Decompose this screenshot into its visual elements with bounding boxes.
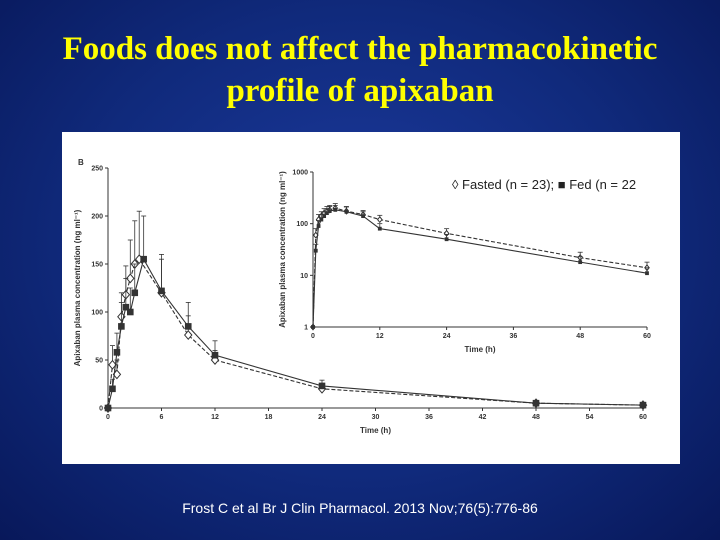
- main-y-tick-label: 250: [91, 166, 103, 173]
- main-series-0-line: [107, 258, 644, 409]
- main-fed-point: [140, 255, 147, 263]
- main-fed-point: [118, 323, 125, 330]
- main-fed-point: [122, 303, 130, 311]
- inset-fed-point: [444, 237, 449, 242]
- main-fed-point: [318, 382, 326, 390]
- main-fed-point: [184, 323, 192, 330]
- inset-y-tick-label: 10: [300, 273, 308, 280]
- main-fed-point: [532, 399, 540, 407]
- inset-x-tick-label: 36: [510, 333, 518, 340]
- inset-series-1-line: [312, 209, 648, 328]
- main-y-tick-label: 100: [91, 310, 103, 317]
- inset-fed-point: [313, 248, 318, 253]
- inset-fed-point: [311, 325, 315, 329]
- main-fasted-point: [210, 355, 220, 365]
- inset-y-tick-label: 1: [304, 325, 308, 332]
- main-x-tick-label: 18: [265, 414, 273, 421]
- title-line-1: Foods does not affect the pharmacokineti…: [62, 31, 658, 67]
- inset-series-0-line: [312, 207, 648, 328]
- title-line-2: profile of apixaban: [226, 73, 494, 109]
- main-x-tick-label: 30: [372, 414, 380, 421]
- main-fasted-point: [108, 359, 117, 370]
- inset-fed-point: [377, 226, 382, 231]
- main-fed-point: [639, 401, 647, 409]
- main-fed-point: [131, 289, 139, 297]
- main-y-tick-label: 50: [95, 358, 103, 365]
- inset-fed-point: [361, 214, 365, 219]
- slide-title: Foods does not affect the pharmacokineti…: [0, 28, 720, 112]
- inset-x-tick-label: 24: [443, 333, 451, 340]
- main-y-axis-label: Apixaban plasma concentration (ng ml⁻¹): [73, 209, 82, 366]
- main-x-tick-label: 24: [318, 414, 326, 421]
- main-series-1-line: [107, 257, 644, 409]
- main-x-tick-label: 6: [160, 414, 164, 421]
- main-x-tick-label: 42: [479, 414, 487, 421]
- inset-fed-point: [578, 260, 583, 265]
- inset-fed-point: [327, 209, 332, 214]
- main-x-tick-label: 54: [586, 414, 594, 421]
- inset-x-tick-label: 12: [376, 333, 384, 340]
- inset-fed-point: [316, 224, 321, 228]
- pk-figure-svg: 0 6 12 18 24 30 36 42 48 54 60050100150200250Time …: [73, 158, 651, 435]
- legend: ◊ Fasted (n = 23); ■ Fed (n = 22: [452, 177, 637, 192]
- inset-fed-point: [645, 271, 649, 276]
- main-fed-point: [113, 349, 121, 356]
- inset-y-tick-label: 100: [296, 221, 308, 228]
- main-x-tick-label: 0: [106, 414, 110, 421]
- citation: Frost C et al Br J Clin Pharmacol. 2013 …: [182, 500, 538, 516]
- main-fasted-point: [126, 273, 135, 284]
- main-x-tick-label: 12: [211, 414, 219, 421]
- inset-y-axis-label: Apixaban plasma concentration (ng ml⁻¹): [278, 171, 287, 328]
- inset-x-tick-label: 60: [643, 333, 651, 340]
- main-fed-point: [104, 404, 112, 412]
- main-panel-label: B: [78, 158, 84, 167]
- main-fed-point: [109, 385, 116, 393]
- inset-fed-point: [344, 209, 349, 214]
- main-x-tick-label: 48: [532, 414, 540, 421]
- main-y-tick-label: 0: [99, 406, 103, 413]
- main-y-tick-label: 150: [91, 262, 103, 269]
- main-x-tick-label: 60: [639, 414, 647, 421]
- inset-fed-point: [322, 214, 327, 219]
- inset-fed-point: [325, 211, 329, 216]
- inset-x-tick-label: 48: [576, 333, 584, 340]
- main-x-tick-label: 36: [425, 414, 433, 421]
- main-fed-point: [126, 308, 134, 316]
- inset-x-tick-label: 0: [311, 333, 315, 340]
- inset-fed-point: [333, 207, 338, 212]
- main-fed-point: [211, 351, 219, 359]
- main-x-axis-label: Time (h): [360, 426, 391, 435]
- main-y-tick-label: 200: [91, 214, 103, 221]
- main-fasted-point: [183, 330, 193, 341]
- inset-y-tick-label: 1000: [292, 170, 308, 177]
- main-fed-point: [158, 287, 165, 295]
- figure-panel: 0 6 12 18 24 30 36 42 48 54 60 0 50 100 150 200 250 Time …: [62, 132, 680, 464]
- inset-fed-point: [319, 217, 324, 222]
- inset-fasted-point: [376, 215, 383, 224]
- inset-x-axis-label: Time (h): [465, 345, 496, 354]
